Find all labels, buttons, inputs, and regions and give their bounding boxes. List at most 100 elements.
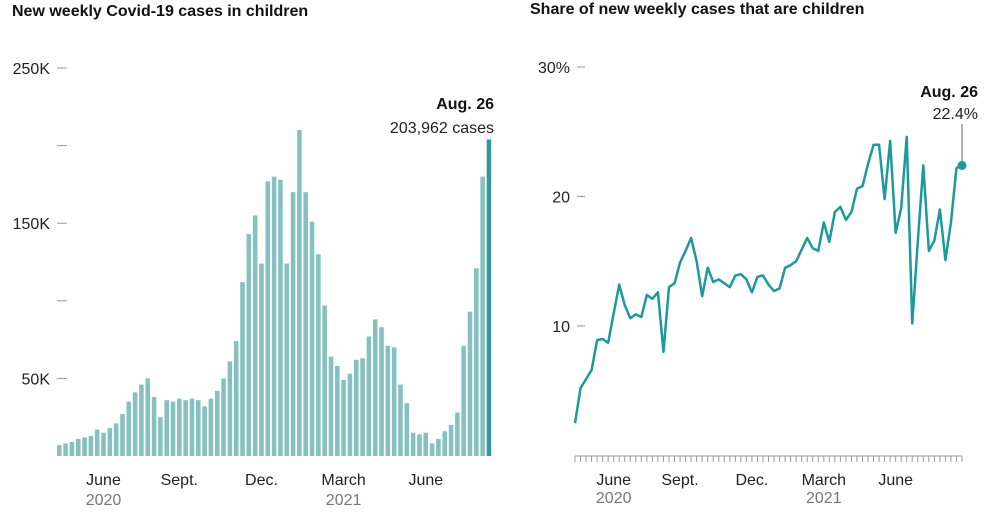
- left-y-axis: 250K 150K 50K: [13, 61, 67, 388]
- y-tick-label: 30%: [538, 60, 570, 77]
- x-tick-label: June: [408, 472, 443, 489]
- bar: [196, 400, 201, 456]
- bar: [385, 345, 391, 456]
- bar: [455, 412, 460, 456]
- right-series-line: [573, 135, 963, 424]
- x-tick-label: June: [596, 472, 631, 489]
- bar: [151, 397, 157, 456]
- bar: [303, 192, 308, 456]
- bar: [429, 443, 435, 456]
- left-chart-title: New weekly Covid-19 cases in children: [12, 3, 308, 20]
- bar: [461, 345, 466, 456]
- x-tick-label: Dec.: [245, 472, 278, 489]
- bar: [391, 347, 397, 456]
- bar: [88, 435, 94, 456]
- y-tick-label: 50K: [22, 371, 51, 388]
- bar: [120, 414, 125, 456]
- bar: [107, 428, 113, 456]
- bar: [101, 432, 106, 456]
- bar: [271, 176, 277, 456]
- bar: [328, 356, 334, 456]
- bar: [208, 398, 214, 456]
- bar: [246, 234, 252, 456]
- x-tick-label: June: [878, 472, 913, 489]
- right-annotation-value: 22.4%: [933, 106, 978, 123]
- bar: [297, 130, 302, 456]
- bar: [366, 336, 372, 456]
- bar: [410, 432, 416, 456]
- bar: [69, 442, 75, 456]
- bar: [202, 406, 207, 456]
- bar: [284, 263, 290, 456]
- x-tick-label: March: [802, 472, 846, 489]
- left-bars: [57, 130, 492, 457]
- bar: [290, 192, 296, 456]
- x-tick-label: Sept.: [661, 472, 698, 489]
- bar: [183, 400, 188, 456]
- bar: [442, 431, 447, 456]
- bar: [82, 437, 87, 456]
- bar: [233, 341, 239, 456]
- bar: [113, 423, 119, 456]
- x-year-label: 2020: [596, 490, 632, 507]
- left-annotation-value: 203,962 cases: [390, 120, 494, 137]
- bar: [265, 181, 271, 457]
- bar: [316, 254, 321, 456]
- bar: [335, 365, 340, 456]
- bar: [63, 443, 68, 456]
- bar: [145, 378, 151, 456]
- bar: [75, 438, 81, 456]
- right-chart: Share of new weekly cases that are child…: [530, 1, 978, 507]
- bar: [379, 327, 384, 456]
- right-annotation-date: Aug. 26: [920, 84, 978, 101]
- y-tick-label: 150K: [13, 216, 51, 233]
- left-chart: New weekly Covid-19 cases in children 25…: [12, 3, 494, 509]
- bar: [322, 305, 327, 456]
- bar: [423, 432, 429, 456]
- bar: [436, 438, 441, 456]
- x-tick-label: Sept.: [161, 472, 198, 489]
- bar: [227, 361, 233, 456]
- bar: [398, 384, 403, 456]
- bar: [404, 403, 410, 456]
- x-year-label: 2021: [326, 492, 362, 509]
- bar: [252, 215, 258, 456]
- bar: [480, 176, 485, 456]
- bar: [177, 398, 182, 456]
- bar: [214, 390, 220, 456]
- bar: [259, 263, 264, 456]
- y-tick-label: 20: [552, 190, 570, 207]
- bar: [486, 139, 492, 456]
- bar: [132, 392, 138, 456]
- right-y-axis: 30% 20 10: [538, 60, 585, 336]
- right-chart-title: Share of new weekly cases that are child…: [530, 1, 864, 18]
- bar: [347, 373, 353, 456]
- x-year-label: 2020: [86, 492, 122, 509]
- left-annotation-date: Aug. 26: [436, 96, 494, 113]
- bar: [189, 398, 195, 456]
- bar: [164, 400, 169, 456]
- bar: [57, 445, 62, 456]
- bar: [448, 424, 454, 456]
- bar: [417, 434, 422, 456]
- bar: [467, 311, 473, 456]
- bar: [94, 429, 100, 456]
- bar: [309, 221, 315, 456]
- x-tick-label: March: [321, 472, 365, 489]
- left-x-axis: June 2020 Sept. Dec. March 2021 June: [86, 472, 444, 509]
- bar: [240, 282, 245, 456]
- right-last-point: [957, 160, 967, 170]
- bar: [372, 319, 378, 456]
- bar: [278, 179, 283, 457]
- bar: [353, 359, 359, 456]
- y-tick-label: 10: [552, 319, 570, 336]
- x-tick-label: Dec.: [735, 472, 768, 489]
- bar: [158, 417, 163, 456]
- x-year-label: 2021: [806, 490, 842, 507]
- bar: [360, 358, 365, 456]
- y-tick-label: 250K: [13, 61, 51, 78]
- bar: [139, 384, 144, 456]
- bar: [474, 268, 479, 456]
